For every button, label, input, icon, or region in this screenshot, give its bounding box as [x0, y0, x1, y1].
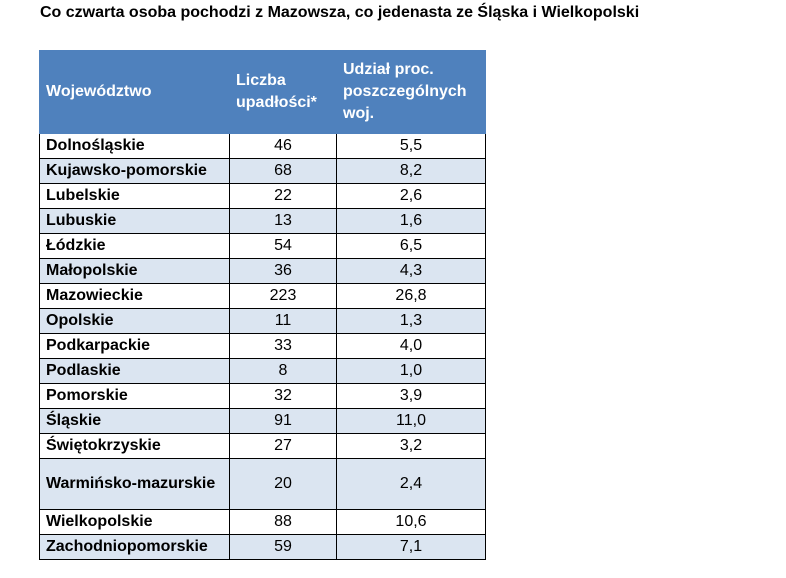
cell-count: 54 [229, 233, 337, 259]
cell-voivodeship: Mazowieckie [39, 283, 230, 309]
cell-count: 13 [229, 208, 337, 234]
cell-voivodeship: Opolskie [39, 308, 230, 334]
table-row: Dolnośląskie 46 5,5 [39, 133, 486, 159]
cell-voivodeship: Warmińsko-mazurskie [39, 458, 230, 510]
table-row: Łódzkie 54 6,5 [39, 233, 486, 259]
cell-voivodeship: Pomorskie [39, 383, 230, 409]
cell-percentage: 2,6 [336, 183, 486, 209]
cell-voivodeship: Lubuskie [39, 208, 230, 234]
cell-percentage: 3,9 [336, 383, 486, 409]
cell-voivodeship: Podkarpackie [39, 333, 230, 359]
cell-count: 27 [229, 433, 337, 459]
cell-percentage: 11,0 [336, 408, 486, 434]
bankruptcy-table: Województwo Liczba upadłości* Udział pro… [39, 50, 486, 560]
cell-count: 59 [229, 534, 337, 560]
table-row: Świętokrzyskie 27 3,2 [39, 433, 486, 459]
cell-voivodeship: Podlaskie [39, 358, 230, 384]
table-header-row: Województwo Liczba upadłości* Udział pro… [39, 50, 486, 134]
cell-count: 11 [229, 308, 337, 334]
cell-voivodeship: Lubelskie [39, 183, 230, 209]
cell-percentage: 4,0 [336, 333, 486, 359]
table-row: Lubelskie 22 2,6 [39, 183, 486, 209]
table-row: Zachodniopomorskie 59 7,1 [39, 534, 486, 560]
cell-count: 32 [229, 383, 337, 409]
cell-percentage: 6,5 [336, 233, 486, 259]
cell-percentage: 10,6 [336, 509, 486, 535]
cell-count: 8 [229, 358, 337, 384]
cell-count: 33 [229, 333, 337, 359]
table-row: Warmińsko-mazurskie 20 2,4 [39, 458, 486, 510]
table-row: Pomorskie 32 3,9 [39, 383, 486, 409]
table-row: Kujawsko-pomorskie 68 8,2 [39, 158, 486, 184]
cell-percentage: 3,2 [336, 433, 486, 459]
cell-voivodeship: Zachodniopomorskie [39, 534, 230, 560]
cell-count: 223 [229, 283, 337, 309]
cell-voivodeship: Śląskie [39, 408, 230, 434]
cell-voivodeship: Świętokrzyskie [39, 433, 230, 459]
cell-percentage: 4,3 [336, 258, 486, 284]
cell-voivodeship: Kujawsko-pomorskie [39, 158, 230, 184]
cell-count: 20 [229, 458, 337, 510]
cell-voivodeship: Wielkopolskie [39, 509, 230, 535]
table-row: Wielkopolskie 88 10,6 [39, 509, 486, 535]
cell-percentage: 7,1 [336, 534, 486, 560]
table-row: Podkarpackie 33 4,0 [39, 333, 486, 359]
column-header-percentage-share: Udział proc. poszczególnych woj. [336, 50, 486, 134]
column-header-bankruptcy-count: Liczba upadłości* [229, 50, 337, 134]
table-row: Małopolskie 36 4,3 [39, 258, 486, 284]
cell-voivodeship: Małopolskie [39, 258, 230, 284]
cell-percentage: 26,8 [336, 283, 486, 309]
cell-count: 68 [229, 158, 337, 184]
cell-voivodeship: Łódzkie [39, 233, 230, 259]
cell-percentage: 1,6 [336, 208, 486, 234]
cell-count: 91 [229, 408, 337, 434]
table-row: Mazowieckie 223 26,8 [39, 283, 486, 309]
cell-percentage: 2,4 [336, 458, 486, 510]
table-row: Śląskie 91 11,0 [39, 408, 486, 434]
table-row: Opolskie 11 1,3 [39, 308, 486, 334]
cell-percentage: 5,5 [336, 133, 486, 159]
column-header-voivodeship: Województwo [39, 50, 230, 134]
table-row: Lubuskie 13 1,6 [39, 208, 486, 234]
cell-percentage: 1,0 [336, 358, 486, 384]
cell-percentage: 1,3 [336, 308, 486, 334]
cell-voivodeship: Dolnośląskie [39, 133, 230, 159]
table-row: Podlaskie 8 1,0 [39, 358, 486, 384]
cell-percentage: 8,2 [336, 158, 486, 184]
page-title: Co czwarta osoba pochodzi z Mazowsza, co… [40, 4, 640, 21]
cell-count: 46 [229, 133, 337, 159]
cell-count: 22 [229, 183, 337, 209]
cell-count: 88 [229, 509, 337, 535]
cell-count: 36 [229, 258, 337, 284]
